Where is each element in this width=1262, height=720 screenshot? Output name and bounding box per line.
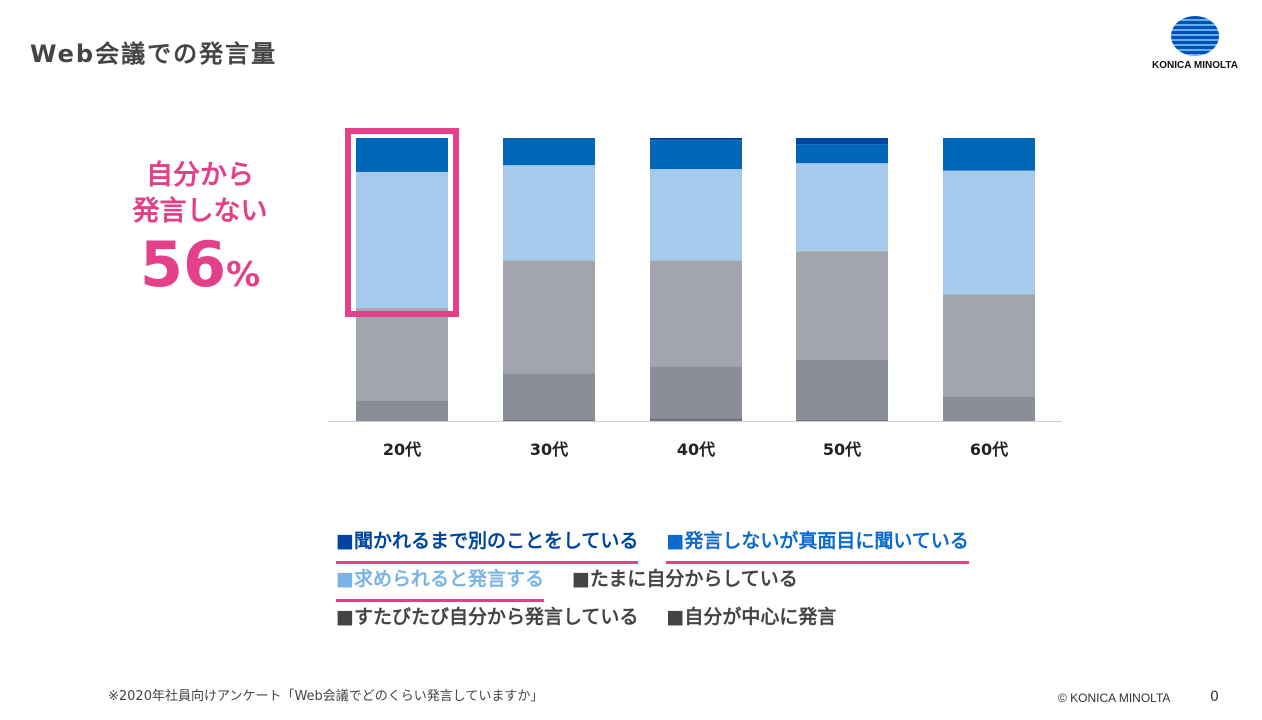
- logo-text: KONICA MINOLTA: [1152, 60, 1238, 71]
- x-tick-label: 40代: [677, 440, 715, 459]
- bar-segment: [650, 140, 742, 170]
- bar-segment: [796, 138, 888, 145]
- copyright: © KONICA MINOLTA: [1058, 691, 1171, 705]
- x-tick-label: 30代: [530, 440, 568, 459]
- callout-line1: 自分から: [146, 160, 254, 191]
- x-tick-label: 50代: [823, 440, 861, 459]
- bar-segment: [943, 170, 1035, 295]
- legend-row: ■すたびたび自分から発言している ■自分が中心に発言: [336, 602, 997, 640]
- legend-item: ■求められると発言する: [336, 564, 544, 602]
- bar-segment: [796, 251, 888, 360]
- bar-segment: [943, 294, 1035, 397]
- legend-row: ■聞かれるまで別のことをしている ■発言しないが真面目に聞いている: [336, 526, 997, 564]
- bar-segment: [503, 165, 595, 261]
- bar-segment: [503, 138, 595, 166]
- bar-segment: [650, 366, 742, 419]
- konica-minolta-logo: KONICA MINOLTA: [1140, 16, 1250, 71]
- page-number: 0: [1210, 689, 1219, 705]
- highlight-box: [345, 128, 459, 317]
- footnote: ※2020年社員向けアンケート「Web会議でどのくらい発言していますか」: [108, 689, 544, 704]
- legend-row: ■求められると発言する ■たまに自分からしている: [336, 564, 997, 602]
- callout-unit: %: [226, 255, 261, 295]
- slide-title: Web会議での発言量: [30, 40, 278, 68]
- legend: ■聞かれるまで別のことをしている ■発言しないが真面目に聞いている ■求められる…: [336, 526, 997, 640]
- legend-item: ■たまに自分からしている: [571, 568, 798, 590]
- bar-segment: [356, 171, 448, 309]
- bar-segment: [796, 359, 888, 420]
- legend-item: ■すたびたび自分から発言している: [336, 606, 639, 628]
- legend-item: ■自分が中心に発言: [666, 606, 837, 628]
- bar-segment: [503, 260, 595, 374]
- bar-segment: [796, 144, 888, 164]
- bar-segment: [650, 138, 742, 141]
- globe-logo-icon: [1171, 16, 1219, 56]
- bar-segment: [650, 418, 742, 421]
- bar-segment: [356, 400, 448, 421]
- bar-segment: [650, 260, 742, 367]
- bar-segment: [503, 419, 595, 421]
- bar-segment: [503, 138, 595, 139]
- callout-value: 56: [139, 228, 227, 301]
- bar-segment: [650, 169, 742, 261]
- legend-item: ■聞かれるまで別のことをしている: [336, 526, 639, 564]
- x-tick-label: 20代: [383, 440, 421, 459]
- x-tick-label: 60代: [970, 440, 1008, 459]
- bar-segment: [503, 373, 595, 420]
- callout-line2: 発言しない: [132, 196, 268, 227]
- bar-segment: [943, 396, 1035, 421]
- bar-segment: [943, 138, 1035, 171]
- callout: 自分から 発言しない 56%: [100, 158, 300, 300]
- bar-segment: [356, 308, 448, 401]
- stacked-bar-chart: 20代 30代 40代 50代 60代: [328, 128, 1062, 459]
- bar-segment: [796, 419, 888, 421]
- legend-item: ■発言しないが真面目に聞いている: [666, 526, 969, 564]
- bar-segment: [796, 163, 888, 252]
- bar-segment: [356, 138, 448, 172]
